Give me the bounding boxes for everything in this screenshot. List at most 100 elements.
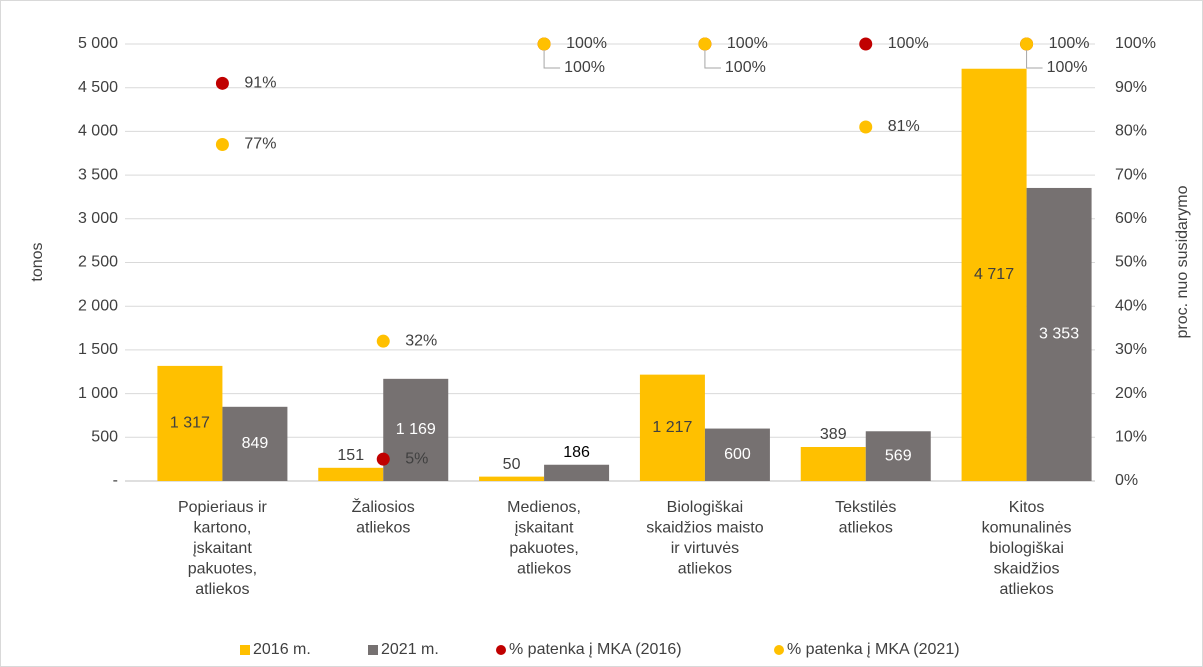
y2-tick-label: 10% (1115, 429, 1147, 446)
y-tick-label: 4 000 (78, 123, 118, 140)
y-tick-label: 3 500 (78, 166, 118, 183)
y2-tick-label: 30% (1115, 341, 1147, 358)
y2-tick-label: 50% (1115, 254, 1147, 271)
y-tick-label: 1 000 (78, 385, 118, 402)
y2-tick-label: 60% (1115, 210, 1147, 227)
point-value-label: 100% (564, 59, 605, 76)
scatter-point (376, 334, 390, 348)
x-tick-label: pakuotes, (509, 540, 578, 557)
y2-axis-title: proc. nuo susidarymo (1174, 185, 1191, 338)
legend-label: % patenka į MKA (2016) (509, 641, 682, 658)
bar-value-label: 3 353 (1039, 326, 1079, 343)
bar-value-label: 849 (242, 435, 269, 452)
y2-tick-label: 0% (1115, 472, 1138, 489)
scatter-point (698, 37, 712, 51)
legend-label: 2016 m. (253, 641, 311, 658)
y-axis-title: tonos (29, 242, 46, 281)
legend-marker (240, 645, 250, 655)
point-value-label: 32% (405, 332, 437, 349)
y-tick-label: 500 (91, 429, 118, 446)
legend-label: 2021 m. (381, 641, 439, 658)
x-tick-label: Medienos, (507, 499, 581, 516)
bar (544, 464, 610, 481)
x-tick-label: biologiškai (989, 540, 1064, 557)
x-tick-label: atliekos (195, 581, 249, 598)
point-value-label: 100% (888, 35, 929, 52)
x-tick-label: skaidžios maisto (646, 520, 763, 537)
scatter-point (376, 452, 390, 466)
y2-tick-label: 90% (1115, 79, 1147, 96)
y-tick-label: 5 000 (78, 35, 118, 52)
y2-tick-label: 40% (1115, 297, 1147, 314)
x-tick-label: ir virtuvės (671, 540, 739, 557)
y-tick-label: 2 500 (78, 254, 118, 271)
bar (865, 431, 931, 481)
bar-value-label: 1 217 (652, 419, 692, 436)
y-tick-label: 1 500 (78, 341, 118, 358)
y-tick-label: - (113, 472, 118, 489)
legend-marker (774, 645, 784, 655)
scatter-point (537, 37, 551, 51)
point-value-label: 100% (1047, 59, 1088, 76)
x-tick-label: Kitos (1009, 499, 1045, 516)
legend-marker (496, 645, 506, 655)
legend-marker (368, 645, 378, 655)
point-value-label: 100% (1049, 35, 1090, 52)
x-tick-label: Tekstilės (835, 499, 896, 516)
point-value-label: 100% (566, 35, 607, 52)
y2-tick-label: 80% (1115, 123, 1147, 140)
y2-tick-label: 70% (1115, 166, 1147, 183)
bar-value-label: 1 317 (170, 415, 210, 432)
bar-value-label: 186 (563, 444, 590, 461)
bar-value-label: 600 (724, 446, 751, 463)
bar-value-label: 569 (885, 447, 912, 464)
x-tick-label: Žaliosios (352, 497, 415, 516)
y2-tick-label: 100% (1115, 35, 1156, 52)
x-tick-label: atliekos (678, 561, 732, 578)
x-tick-label: Popieriaus ir (178, 499, 268, 516)
x-tick-label: atliekos (839, 520, 893, 537)
bar-value-label: 389 (820, 426, 847, 443)
point-value-label: 5% (405, 450, 428, 467)
bar-value-label: 1 169 (396, 421, 436, 438)
bar-value-label: 4 717 (974, 266, 1014, 283)
legend-label: % patenka į MKA (2021) (787, 641, 960, 658)
bar (479, 476, 545, 481)
bar (961, 68, 1027, 482)
bar (704, 428, 770, 481)
x-tick-label: Biologiškai (667, 499, 743, 516)
y-tick-label: 3 000 (78, 210, 118, 227)
scatter-point (215, 138, 229, 152)
bar (383, 378, 449, 481)
x-tick-label: atliekos (356, 520, 410, 537)
point-value-label: 81% (888, 118, 920, 135)
scatter-point (859, 37, 873, 51)
bar (639, 374, 705, 481)
y-tick-label: 2 000 (78, 297, 118, 314)
point-value-label: 77% (244, 136, 276, 153)
x-tick-label: įskaitant (515, 520, 574, 537)
scatter-point (215, 76, 229, 90)
x-tick-label: pakuotes, (188, 561, 257, 578)
leader-line (704, 50, 721, 69)
bar (318, 467, 384, 481)
bar (1026, 187, 1092, 481)
point-value-label: 91% (244, 75, 276, 92)
scatter-point (859, 120, 873, 134)
x-tick-label: kartono, (194, 520, 252, 537)
y-tick-label: 4 500 (78, 79, 118, 96)
x-tick-label: atliekos (517, 561, 571, 578)
leader-line (543, 50, 561, 69)
point-value-label: 100% (725, 59, 766, 76)
x-tick-label: komunalinės (982, 520, 1072, 537)
leader-line (1026, 50, 1043, 69)
y2-tick-label: 20% (1115, 385, 1147, 402)
bar (800, 447, 866, 481)
bar-value-label: 50 (503, 456, 521, 473)
scatter-point (1020, 37, 1034, 51)
bar (157, 365, 223, 481)
x-tick-label: skaidžios (994, 561, 1060, 578)
bar (222, 406, 288, 481)
x-tick-label: atliekos (999, 581, 1053, 598)
